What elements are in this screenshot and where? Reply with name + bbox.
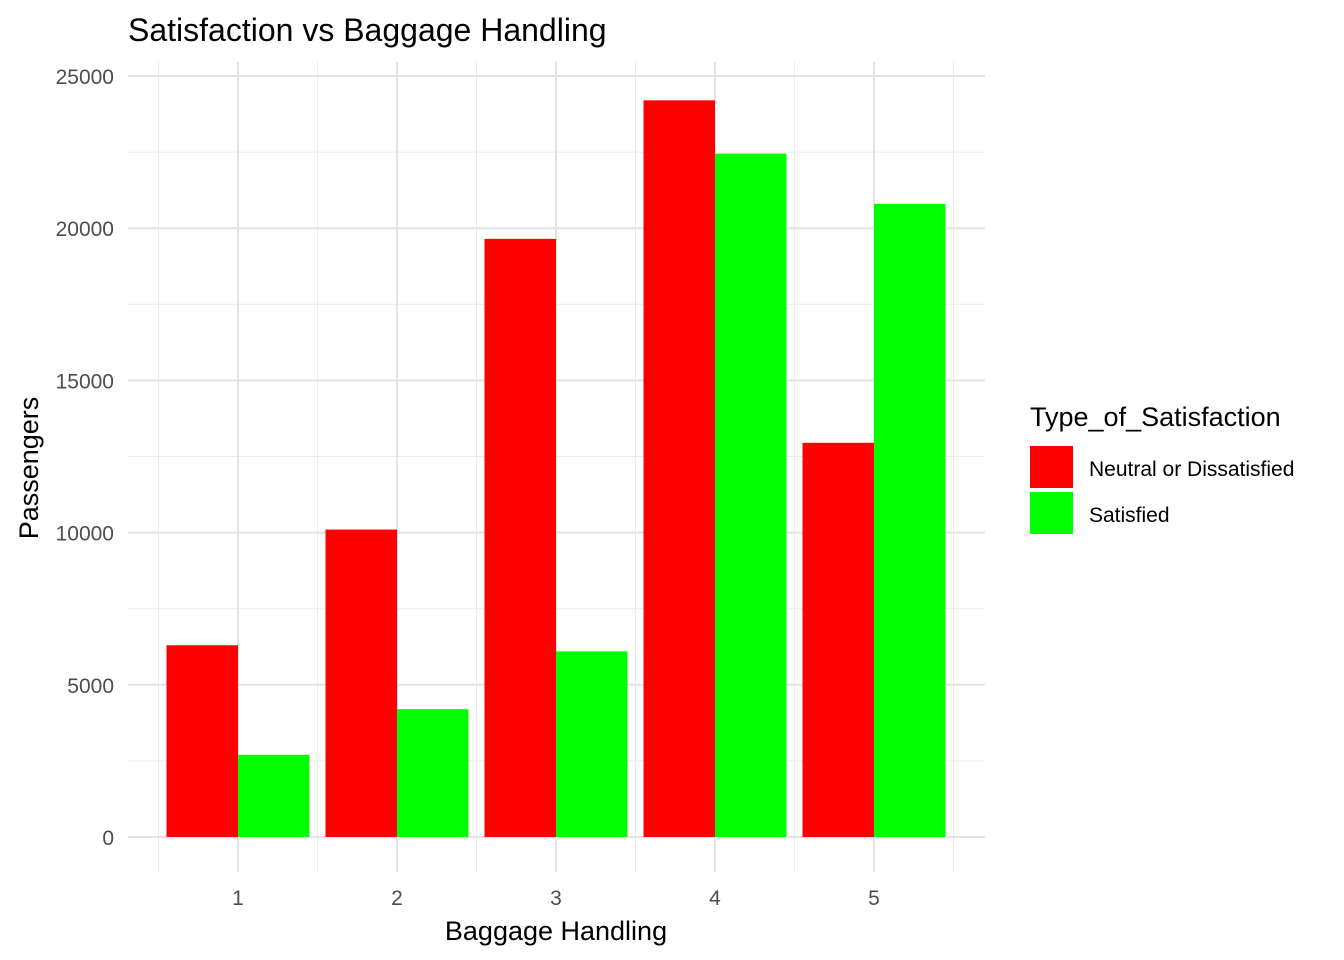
y-tick-label: 0 xyxy=(102,827,114,850)
bar-satisfied-4 xyxy=(715,153,787,837)
legend-label: Satisfied xyxy=(1089,504,1170,527)
legend-items: Neutral or Dissatisfied Satisfied xyxy=(1030,446,1294,534)
x-axis-title: Baggage Handling xyxy=(445,916,667,946)
legend-label: Neutral or Dissatisfied xyxy=(1089,458,1294,481)
bar-neutral-or-dissatisfied-3 xyxy=(484,238,556,837)
x-tick-label: 1 xyxy=(232,887,244,910)
bar-neutral-or-dissatisfied-4 xyxy=(643,100,715,838)
bar-neutral-or-dissatisfied-2 xyxy=(325,529,397,837)
bars xyxy=(166,100,946,838)
x-tick-label: 5 xyxy=(868,887,880,910)
legend-title: Type_of_Satisfaction xyxy=(1030,402,1281,432)
y-axis-title: Passengers xyxy=(14,397,44,540)
x-axis-tick-labels: 1 2 3 4 5 xyxy=(232,887,880,910)
y-tick-label: 15000 xyxy=(56,370,114,393)
bar-satisfied-5 xyxy=(874,203,946,837)
y-tick-label: 10000 xyxy=(56,523,114,546)
bar-satisfied-3 xyxy=(556,651,628,837)
bar-satisfied-2 xyxy=(397,709,469,837)
y-axis-tick-labels: 0 5000 10000 15000 20000 25000 xyxy=(56,66,114,850)
bar-neutral-or-dissatisfied-1 xyxy=(166,645,238,837)
y-tick-label: 5000 xyxy=(67,675,114,698)
x-tick-label: 2 xyxy=(391,887,403,910)
bar-neutral-or-dissatisfied-5 xyxy=(802,442,874,837)
y-tick-label: 25000 xyxy=(56,66,114,89)
bar-satisfied-1 xyxy=(238,754,310,837)
legend: Type_of_Satisfaction Neutral or Dissatis… xyxy=(1030,402,1294,534)
chart-title: Satisfaction vs Baggage Handling xyxy=(128,12,607,48)
x-tick-label: 3 xyxy=(550,887,562,910)
y-tick-label: 20000 xyxy=(56,218,114,241)
legend-swatch xyxy=(1030,492,1073,534)
legend-swatch xyxy=(1030,446,1073,488)
x-tick-label: 4 xyxy=(709,887,721,910)
